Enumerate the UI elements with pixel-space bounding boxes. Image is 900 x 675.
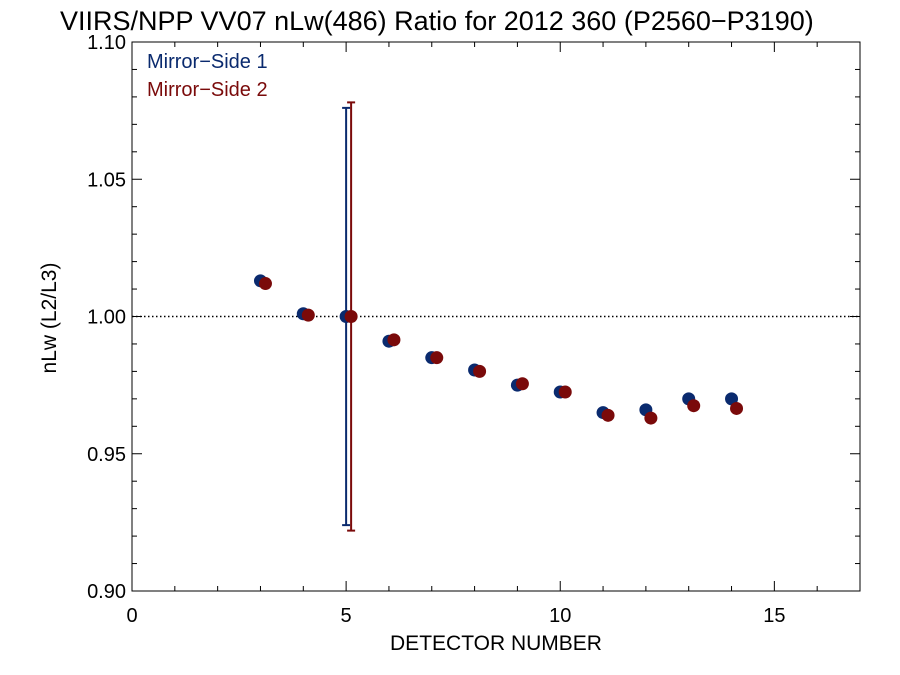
chart-title: VIIRS/NPP VV07 nLw(486) Ratio for 2012 3… [60, 6, 814, 36]
data-point-series-1 [725, 392, 739, 406]
y-tick-label: 1.10 [87, 32, 126, 54]
data-point-series-2 [301, 308, 315, 322]
y-tick-label: 0.90 [87, 581, 126, 603]
data-point-series-2 [473, 364, 487, 378]
legend-entry-mirror-side-1: Mirror−Side 1 [147, 51, 268, 73]
data-point-series-2 [387, 333, 401, 347]
y-tick-label: 0.95 [87, 444, 126, 466]
plot-axes: 0 5 10 15 0.90 0.95 1.00 1.05 1.10 [87, 32, 861, 627]
legend: Mirror−Side 1 Mirror−Side 2 [147, 51, 268, 101]
data-point-series-2 [644, 411, 658, 425]
data-point-series-2 [601, 408, 615, 422]
data-point-series-2 [730, 401, 744, 415]
data-point-series-2 [258, 277, 272, 291]
legend-entry-mirror-side-2: Mirror−Side 2 [147, 79, 268, 101]
x-tick-label: 0 [126, 605, 137, 627]
data-point-series-2 [558, 385, 572, 399]
y-tick-label: 1.05 [87, 169, 126, 191]
data-point-series-2 [344, 310, 358, 323]
data-point-series-2 [515, 377, 529, 391]
x-tick-label: 15 [763, 605, 785, 627]
x-axis-label: DETECTOR NUMBER [390, 632, 602, 655]
x-tick-label: 5 [341, 605, 352, 627]
x-tick-label: 10 [549, 605, 571, 627]
data-point-series-2 [430, 351, 444, 365]
y-axis-label: nLw (L2/L3) [38, 263, 61, 374]
data-points [253, 274, 744, 425]
data-point-series-2 [687, 399, 701, 413]
y-tick-label: 1.00 [87, 307, 126, 329]
